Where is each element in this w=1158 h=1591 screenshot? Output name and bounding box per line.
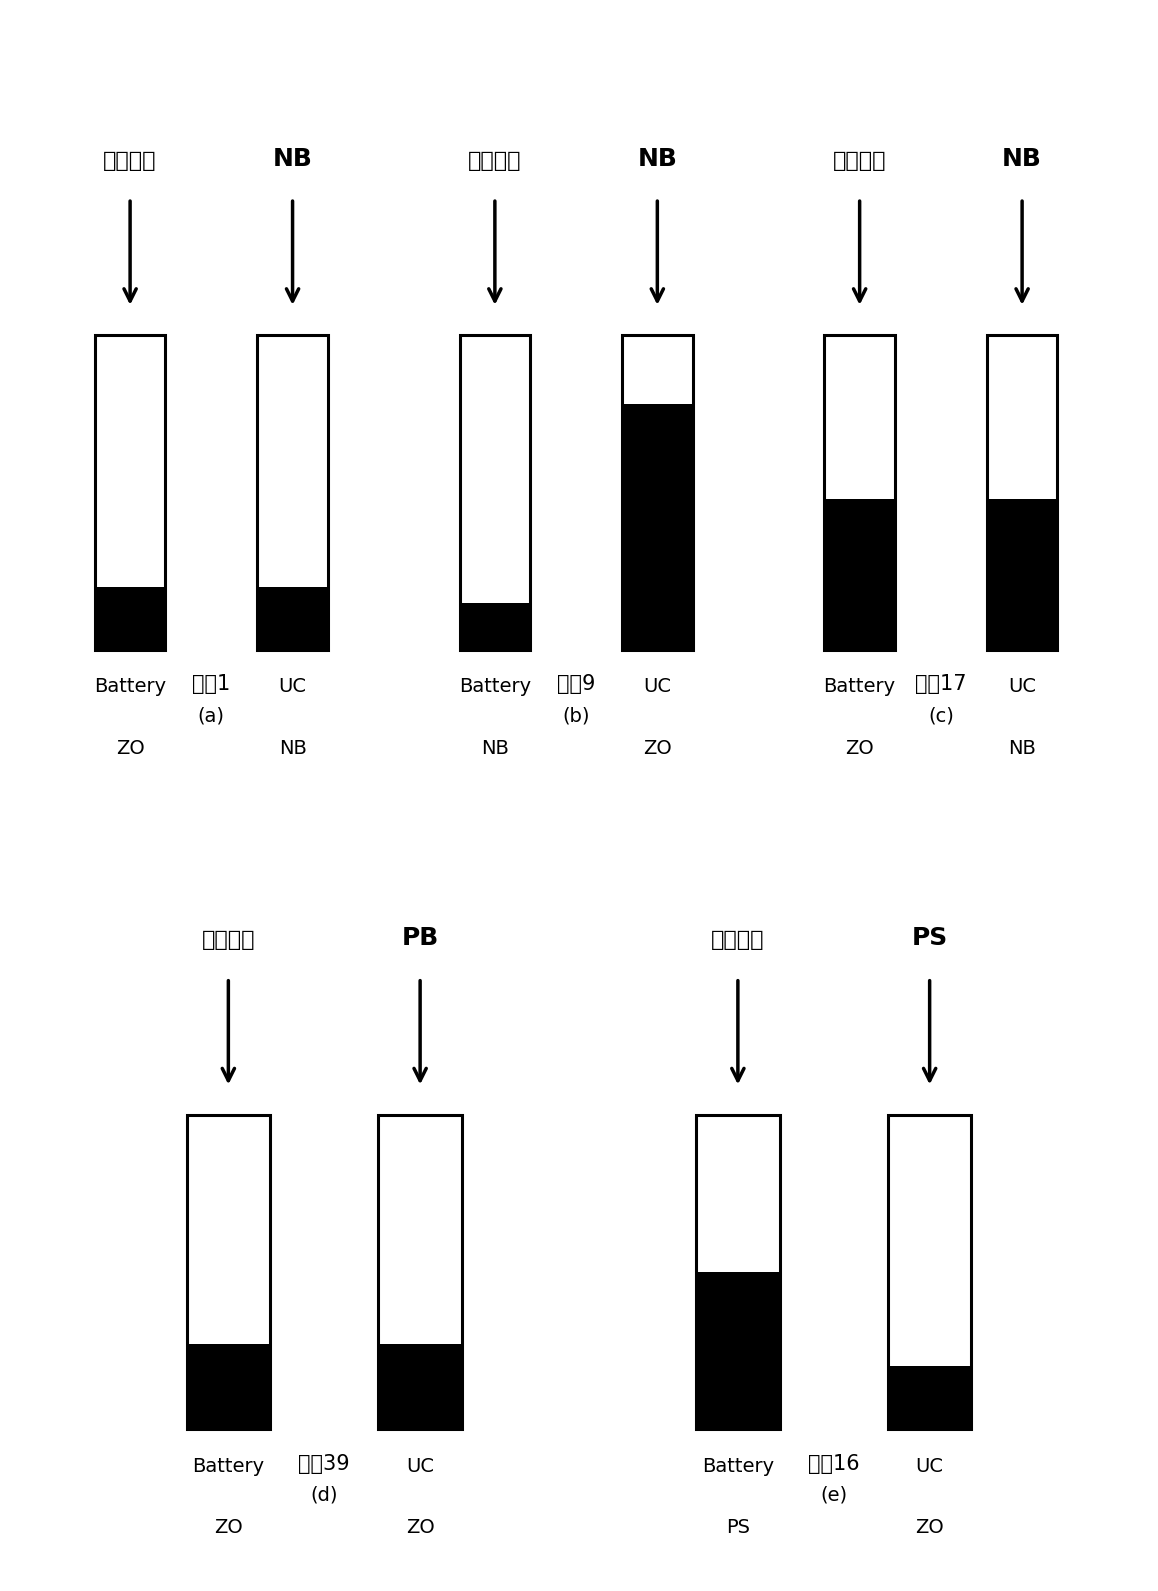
Bar [95,336,166,587]
Bar [888,1115,972,1429]
Bar [186,1115,270,1344]
Bar [379,1115,462,1429]
Text: PS: PS [911,926,947,950]
Text: (d): (d) [310,1486,338,1505]
Text: NB: NB [1002,146,1042,170]
Bar [460,336,530,649]
Text: Battery: Battery [459,678,530,697]
Bar [622,336,692,649]
Bar [824,336,895,498]
Text: 功率需求: 功率需求 [103,151,156,170]
Text: 状态17: 状态17 [915,675,967,694]
Bar [257,587,328,649]
Bar [186,1344,270,1429]
Text: Battery: Battery [823,678,895,697]
Text: 状态39: 状态39 [299,1454,350,1473]
Bar [257,336,328,649]
Bar [696,1115,779,1429]
Bar [987,498,1057,649]
Text: NB: NB [272,146,313,170]
Bar [460,336,530,603]
Text: NB: NB [637,146,677,170]
Bar [987,336,1057,649]
Text: 状态1: 状态1 [192,675,230,694]
Bar [460,603,530,649]
Text: NB: NB [1009,738,1036,757]
Text: UC: UC [1009,678,1036,697]
Bar [622,336,692,404]
Bar [696,1115,779,1273]
Text: ZO: ZO [643,738,672,757]
Bar [888,1367,972,1429]
Text: ZO: ZO [116,738,145,757]
Text: ZO: ZO [845,738,874,757]
Bar [824,498,895,649]
Text: (e): (e) [820,1486,848,1505]
Bar [379,1344,462,1429]
Bar [888,1115,972,1367]
Bar [824,336,895,649]
Text: UC: UC [644,678,672,697]
Bar [622,404,692,649]
Text: 状态16: 状态16 [808,1454,859,1473]
Bar [379,1115,462,1344]
Text: NB: NB [279,738,307,757]
Bar [186,1115,270,1429]
Text: (c): (c) [928,706,954,725]
Text: ZO: ZO [214,1518,243,1537]
Bar [95,587,166,649]
Text: NB: NB [481,738,508,757]
Text: 功率需求: 功率需求 [833,151,886,170]
Text: Battery: Battery [94,678,166,697]
Text: PB: PB [402,926,439,950]
Bar [257,336,328,587]
Text: UC: UC [279,678,307,697]
Text: Battery: Battery [192,1457,264,1476]
Text: (b): (b) [563,706,589,725]
Bar [95,336,166,649]
Bar [696,1273,779,1429]
Bar [987,336,1057,498]
Text: UC: UC [406,1457,434,1476]
Text: UC: UC [916,1457,944,1476]
Text: 状态9: 状态9 [557,675,595,694]
Text: ZO: ZO [915,1518,944,1537]
Text: 功率需求: 功率需求 [468,151,521,170]
Text: 功率需求: 功率需求 [201,931,255,950]
Text: (a): (a) [198,706,225,725]
Text: PS: PS [726,1518,750,1537]
Text: 功率需求: 功率需求 [711,931,764,950]
Text: ZO: ZO [405,1518,434,1537]
Text: Battery: Battery [702,1457,774,1476]
